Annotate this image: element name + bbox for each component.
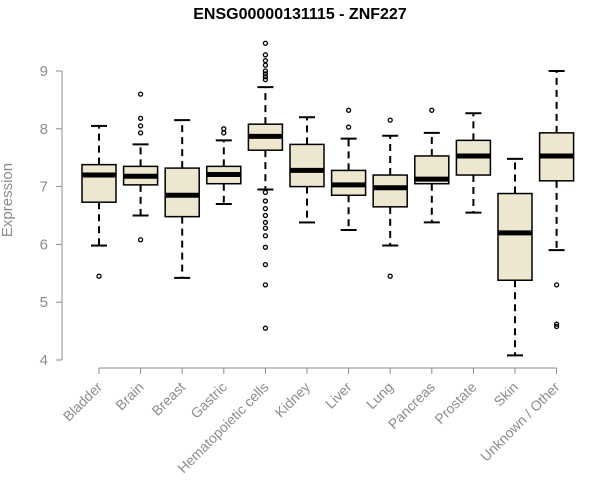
outlier-point — [137, 91, 144, 97]
y-tick-label: 8 — [40, 121, 48, 138]
outlier-point — [262, 282, 269, 288]
outlier-point — [262, 52, 269, 58]
y-tick-label: 6 — [40, 236, 48, 253]
outlier-point — [262, 40, 269, 46]
box-iqr — [289, 143, 325, 188]
y-tick-label: 7 — [40, 179, 48, 196]
box-iqr — [372, 174, 408, 208]
outlier-point — [96, 273, 102, 279]
x-category-label: Lung — [363, 379, 396, 412]
y-axis-label: Expression — [0, 163, 16, 237]
outlier-point — [262, 62, 269, 68]
outlier-point — [221, 130, 227, 136]
x-category-label: Brain — [112, 379, 146, 413]
outlier-point — [262, 325, 269, 331]
outlier-point — [553, 323, 560, 330]
x-category-label: Breast — [148, 379, 188, 419]
x-category-label: Skin — [491, 379, 522, 410]
outlier-point — [262, 77, 269, 83]
box-iqr — [164, 167, 200, 218]
outlier-point — [137, 237, 144, 243]
outlier-point — [262, 57, 269, 64]
outlier-point — [137, 130, 144, 136]
x-category-label: Kidney — [272, 379, 314, 421]
outlier-point — [429, 107, 435, 113]
outlier-point — [262, 205, 269, 212]
y-tick-label: 4 — [40, 352, 48, 369]
outlier-point — [262, 68, 269, 74]
outlier-point — [262, 198, 269, 204]
outlier-point — [262, 71, 269, 77]
outlier-point — [345, 124, 352, 130]
outlier-point — [262, 219, 269, 226]
outlier-point — [137, 123, 144, 129]
outlier-point — [345, 107, 352, 113]
y-tick-label: 9 — [40, 63, 48, 80]
box-iqr — [81, 163, 117, 203]
outlier-point — [262, 189, 269, 196]
outlier-point — [262, 74, 269, 80]
x-category-label: Liver — [322, 379, 355, 412]
outlier-point — [262, 261, 269, 268]
x-category-label: Prostate — [431, 379, 479, 427]
outlier-point — [262, 225, 269, 231]
box-iqr — [497, 192, 533, 281]
outlier-point — [137, 115, 144, 122]
outlier-point — [262, 212, 269, 219]
outlier-point — [387, 117, 393, 123]
outlier-point — [387, 273, 393, 279]
chart-title: ENSG00000131115 - ZNF227 — [193, 6, 407, 23]
x-category-label: Unknown / Other — [477, 379, 563, 465]
y-tick-label: 5 — [40, 294, 48, 311]
outlier-point — [262, 233, 269, 239]
outlier-point — [262, 244, 269, 250]
outlier-point — [553, 282, 560, 288]
x-category-label: Bladder — [60, 379, 106, 425]
outlier-point — [553, 321, 560, 327]
